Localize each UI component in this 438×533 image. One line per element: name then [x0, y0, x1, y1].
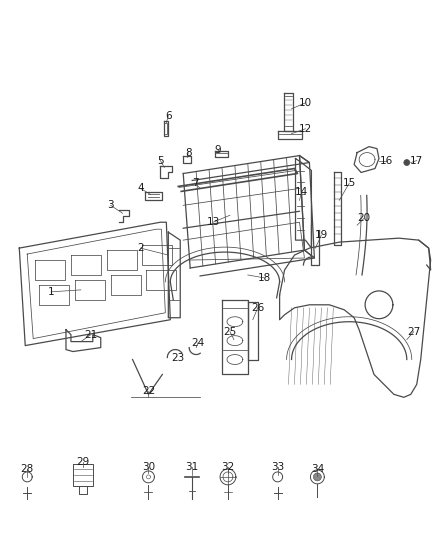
Text: 20: 20	[357, 213, 371, 223]
Text: 21: 21	[84, 329, 97, 340]
Text: 27: 27	[407, 327, 420, 337]
Text: 8: 8	[185, 148, 191, 158]
Text: 29: 29	[76, 457, 89, 467]
Text: 6: 6	[165, 111, 172, 121]
Text: 30: 30	[142, 462, 155, 472]
Circle shape	[404, 159, 410, 166]
Text: 19: 19	[315, 230, 328, 240]
Text: 1: 1	[48, 287, 54, 297]
Text: 13: 13	[206, 217, 220, 227]
Text: 15: 15	[343, 179, 356, 189]
Text: 18: 18	[258, 273, 271, 283]
Text: 2: 2	[137, 243, 144, 253]
Text: 23: 23	[172, 352, 185, 362]
Text: 25: 25	[223, 327, 237, 337]
Text: 24: 24	[191, 337, 205, 348]
Text: 34: 34	[311, 464, 324, 474]
Text: 12: 12	[299, 124, 312, 134]
Text: 31: 31	[186, 462, 199, 472]
Text: 7: 7	[192, 179, 198, 189]
Text: 10: 10	[299, 98, 312, 108]
Text: 17: 17	[410, 156, 424, 166]
Text: 33: 33	[271, 462, 284, 472]
Text: 5: 5	[157, 156, 164, 166]
Text: 32: 32	[221, 462, 235, 472]
Text: 16: 16	[380, 156, 394, 166]
Text: 28: 28	[21, 464, 34, 474]
Text: 26: 26	[251, 303, 265, 313]
Text: 22: 22	[142, 386, 155, 397]
Text: 4: 4	[137, 183, 144, 193]
Circle shape	[314, 473, 321, 481]
Text: 14: 14	[295, 188, 308, 197]
Text: 3: 3	[107, 200, 114, 211]
Text: 9: 9	[215, 144, 221, 155]
